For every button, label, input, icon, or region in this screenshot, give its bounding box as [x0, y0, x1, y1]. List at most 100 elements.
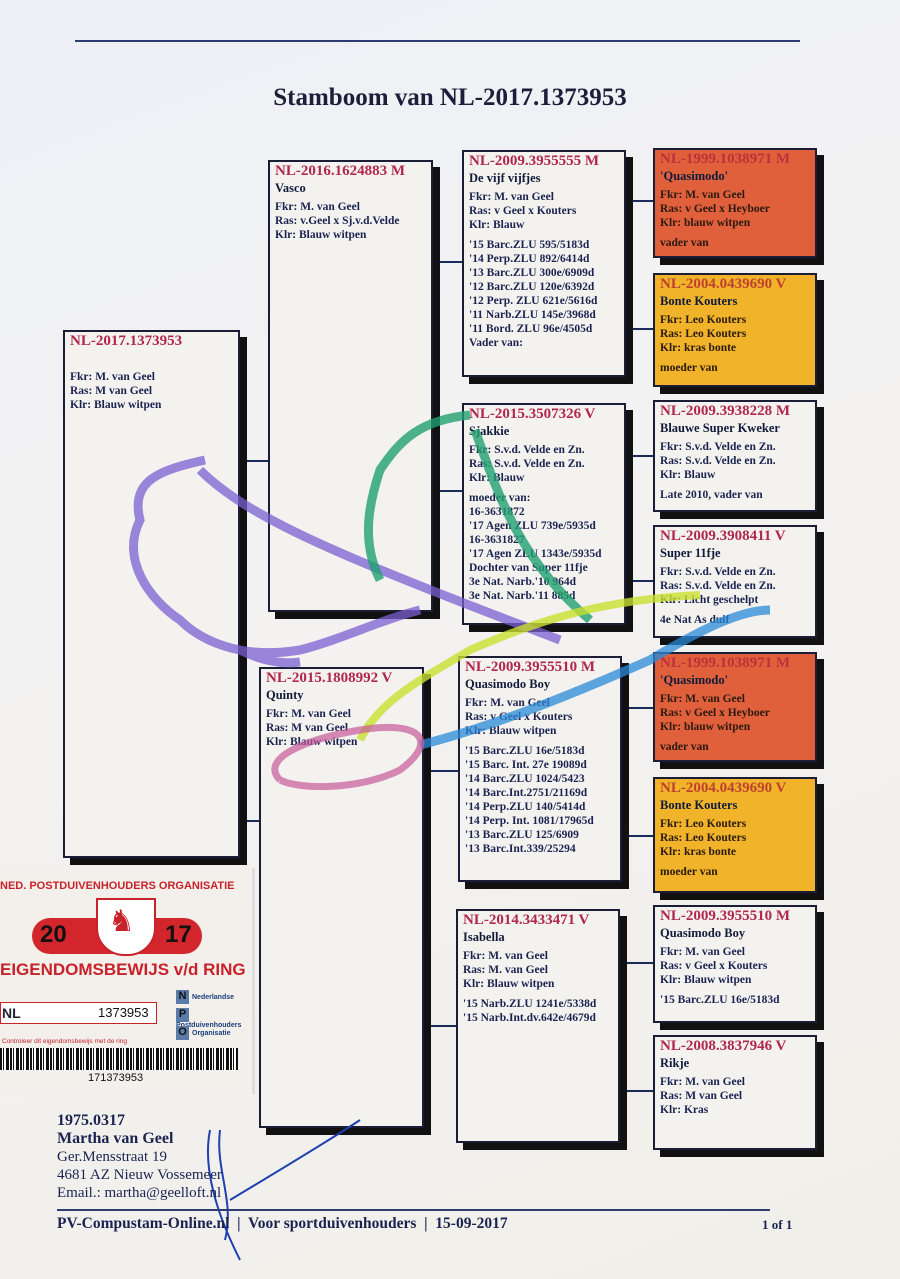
pigeon-detail: Klr: blauw witpen: [660, 217, 751, 229]
pigeon-detail: Fkr: Leo Kouters: [660, 314, 747, 326]
page-number: 1 of 1: [762, 1217, 793, 1232]
pigeon-detail: Klr: kras bonte: [660, 342, 737, 354]
pigeon-detail: Ras: S.v.d. Velde en Zn.: [469, 458, 585, 470]
pigeon-detail: Fkr: S.v.d. Velde en Zn.: [469, 444, 585, 456]
pigeon-card-fmf: NL-2009.3938228 M Blauwe Super Kweker Fkr:…: [653, 400, 817, 512]
ring-number: NL-2009.3955555 M: [469, 153, 599, 169]
pigeon-detail: Ras: v Geel x Heyboer: [660, 203, 770, 215]
pigeon-note: '14 Barc.ZLU 1024/5423: [465, 773, 585, 785]
pigeon-detail: Klr: Licht geschelpt: [660, 594, 759, 606]
pigeon-note: '15 Barc. Int. 27e 19089d: [465, 759, 587, 771]
signature: [207, 1119, 361, 1261]
npo-line: Postduivenhouders: [176, 1022, 242, 1029]
top-rule: [75, 40, 800, 42]
pigeon-detail: Fkr: M. van Geel: [660, 1076, 745, 1088]
ring-number: NL-2014.3433471 V: [463, 912, 590, 928]
ring-number: NL-2015.3507326 V: [469, 406, 596, 422]
connector-line: [626, 200, 653, 202]
pigeon-note: 3e Nat. Narb.'10 964d: [469, 576, 577, 588]
pigeon-name: Isabella: [463, 930, 505, 944]
pigeon-note: '15 Barc.ZLU 595/5183d: [469, 239, 590, 251]
ring-number: NL-2016.1624883 M: [275, 163, 405, 179]
pigeon-name: Vasco: [275, 181, 306, 195]
pigeon-detail: Ras: v.Geel x Sj.v.d.Velde: [275, 215, 400, 227]
pigeon-detail: Ras: Leo Kouters: [660, 328, 747, 340]
pigeon-note: Dochter van Super 11fje: [469, 562, 588, 574]
npo-line: Organisatie: [192, 1030, 231, 1037]
pigeon-name: Quasimodo Boy: [465, 677, 551, 691]
pigeon-card-mmf: NL-2009.3955510 M Quasimodo Boy Fkr: M. va…: [653, 905, 817, 1023]
pigeon-detail: Klr: blauw witpen: [660, 721, 751, 733]
pigeon-note: '11 Bord. ZLU 96e/4505d: [469, 323, 593, 335]
pigeon-note: '13 Barc.ZLU 125/6909: [465, 829, 579, 841]
card-country: NL: [2, 1005, 21, 1021]
barcode: [0, 1048, 238, 1070]
pigeon-name: [70, 351, 233, 365]
pigeon-detail: Fkr: M. van Geel: [275, 201, 360, 213]
pigeon-detail: Ras: M van Geel: [266, 722, 349, 734]
ring-number: NL-2009.3938228 M: [660, 403, 790, 419]
card-control-text: Controleer dit eigendomsbewijs met de ri…: [2, 1038, 128, 1045]
lion-icon: ♞: [108, 905, 135, 938]
pigeon-note: '12 Barc.ZLU 120e/6392d: [469, 281, 595, 293]
footer-text: PV-Compustam-Online.nl | Voor sportduive…: [57, 1215, 508, 1232]
footer-rule: [57, 1209, 770, 1211]
pigeon-name: 'Quasimodo': [660, 169, 729, 183]
ring-number: NL-1999.1038971 M: [660, 151, 790, 167]
owner-email: Email.: martha@geelloft.nl: [57, 1185, 222, 1201]
pigeon-detail: Ras: v Geel x Kouters: [660, 960, 768, 972]
pigeon-card-mother: NL-2015.1808992 V Quinty Fkr: M. van Geel R…: [259, 667, 424, 1128]
pigeon-detail: Klr: Blauw: [469, 219, 525, 231]
pigeon-note: '13 Barc.Int.339/25294: [465, 843, 576, 855]
pigeon-detail: Fkr: M. van Geel: [463, 950, 548, 962]
ring-number: NL-2008.3837946 V: [660, 1038, 787, 1054]
pigeon-note: '14 Perp.ZLU 892/6414d: [469, 253, 590, 265]
pigeon-note: '15 Barc.ZLU 16e/5183d: [465, 745, 585, 757]
pigeon-detail: Fkr: M. van Geel: [660, 946, 745, 958]
pigeon-note: 16-3631827: [469, 534, 525, 546]
connector-line: [620, 962, 653, 964]
pigeon-name: Super 11fje: [660, 546, 721, 560]
pigeon-detail: Klr: Blauw witpen: [70, 399, 162, 411]
pigeon-name: Quinty: [266, 688, 304, 702]
pigeon-card-fff: NL-1999.1038971 M 'Quasimodo' Fkr: M. van …: [653, 148, 817, 258]
pigeon-note: moeder van:: [469, 492, 531, 504]
ring-number: NL-2004.0439690 V: [660, 780, 787, 796]
owner-city: 4681 AZ Nieuw Vossemeer: [57, 1167, 222, 1183]
pigeon-note: 16-3631872: [469, 506, 525, 518]
pigeon-detail: Ras: v Geel x Kouters: [465, 711, 573, 723]
pigeon-detail: Fkr: M. van Geel: [660, 189, 745, 201]
pigeon-detail: Klr: Kras: [660, 1104, 709, 1116]
connector-line: [240, 820, 259, 822]
pigeon-card-mfm: NL-2004.0439690 V Bonte Kouters Fkr: Leo K…: [653, 777, 817, 893]
pigeon-detail: Fkr: M. van Geel: [465, 697, 550, 709]
barcode-number: 171373953: [88, 1072, 144, 1084]
pigeon-detail: Fkr: S.v.d. Velde en Zn.: [660, 566, 776, 578]
pigeon-name: Bonte Kouters: [660, 294, 738, 308]
pigeon-card-ff: NL-2009.3955555 M De vijf vijfjes Fkr: M. …: [462, 150, 626, 377]
pigeon-detail: Ras: M van Geel: [660, 1090, 743, 1102]
pigeon-detail: Fkr: Leo Kouters: [660, 818, 747, 830]
ring-ownership-card: NED. POSTDUIVENHOUDERS ORGANISATIE 20 17…: [0, 868, 255, 1094]
ring-number: NL-2009.3955510 M: [465, 659, 595, 675]
pigeon-note: 4e Nat As duif: [660, 614, 730, 626]
owner-street: Ger.Mensstraat 19: [57, 1149, 167, 1165]
pigeon-name: De vijf vijfjes: [469, 171, 541, 185]
pigeon-note: 3e Nat. Narb.'11 885d: [469, 590, 576, 602]
pigeon-note: vader van: [660, 237, 709, 249]
ring-number: NL-2017.1373953: [70, 333, 183, 349]
ring-number: NL-1999.1038971 M: [660, 655, 790, 671]
page-title: Stamboom van NL-2017.1373953: [273, 84, 627, 111]
pigeon-detail: Ras: v Geel x Heyboer: [660, 707, 770, 719]
pigeon-note: '15 Barc.ZLU 16e/5183d: [660, 994, 780, 1006]
pigeon-note: moeder van: [660, 362, 718, 374]
pigeon-card-father: NL-2016.1624883 M Vasco Fkr: M. van Geel Ra…: [268, 160, 433, 612]
pigeon-name: Blauwe Super Kweker: [660, 421, 780, 435]
pigeon-card-fm: NL-2015.3507326 V Sjakkie Fkr: S.v.d. Veld…: [462, 403, 626, 625]
pigeon-card-mf: NL-2009.3955510 M Quasimodo Boy Fkr: M. va…: [458, 656, 622, 882]
pigeon-name: 'Quasimodo': [660, 673, 729, 687]
connector-line: [424, 1025, 456, 1027]
card-org: NED. POSTDUIVENHOUDERS ORGANISATIE: [0, 880, 235, 892]
pigeon-note: moeder van: [660, 866, 718, 878]
pigeon-detail: Klr: Blauw witpen: [465, 725, 557, 737]
